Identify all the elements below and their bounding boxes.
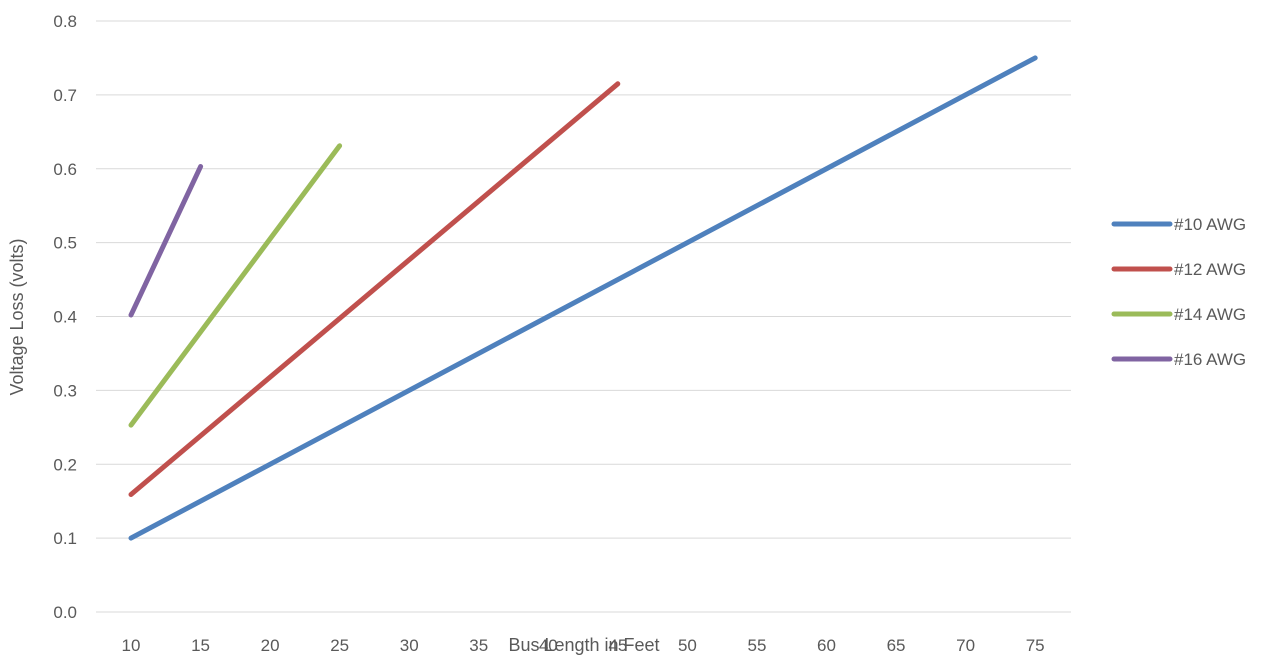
x-tick-label: 60 [817,636,836,655]
y-tick-label: 0.4 [53,308,77,327]
y-tick-label: 0.7 [53,86,77,105]
x-tick-label: 40 [539,636,558,655]
x-tick-label: 50 [678,636,697,655]
x-tick-label: 10 [122,636,141,655]
y-tick-label: 0.0 [53,603,77,622]
legend-label: #12 AWG [1174,260,1246,279]
series-line-2 [128,81,621,497]
x-tick-label: 30 [400,636,419,655]
y-tick-label: 0.5 [53,234,77,253]
x-tick-label: 25 [330,636,349,655]
x-tick-label: 45 [608,636,627,655]
y-axis-title: Voltage Loss (volts) [7,238,27,395]
x-tick-label: 35 [469,636,488,655]
series-line-1 [128,55,1038,541]
y-tick-label: 0.1 [53,529,77,548]
legend-label: #14 AWG [1174,305,1246,324]
x-axis-title: Bus Length in Feet [508,635,659,655]
y-tick-label: 0.8 [53,12,77,31]
y-tick-label: 0.6 [53,160,77,179]
x-axis-ticks: 10 15 20 25 30 35 40 45 50 55 60 65 70 75 [122,636,1045,655]
x-tick-label: 55 [747,636,766,655]
x-tick-label: 20 [261,636,280,655]
x-tick-label: 70 [956,636,975,655]
gridlines [96,20,1071,613]
legend-label: #16 AWG [1174,350,1246,369]
x-tick-label: 65 [887,636,906,655]
y-axis-ticks: 0.0 0.1 0.2 0.3 0.4 0.5 0.6 0.7 0.8 [53,12,77,622]
x-tick-label: 15 [191,636,210,655]
y-tick-label: 0.3 [53,381,77,400]
series-lines [128,55,1038,541]
series-line-4 [128,164,204,318]
series-line-3 [128,143,343,428]
legend: #10 AWG #12 AWG #14 AWG #16 AWG [1111,215,1246,369]
y-tick-label: 0.2 [53,455,77,474]
legend-label: #10 AWG [1174,215,1246,234]
x-tick-label: 75 [1026,636,1045,655]
